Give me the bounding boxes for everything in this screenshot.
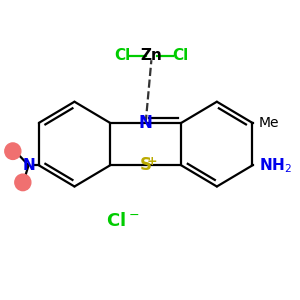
Text: Cl$^-$: Cl$^-$ bbox=[106, 212, 140, 230]
Text: Cl: Cl bbox=[115, 48, 131, 63]
Text: S: S bbox=[140, 156, 152, 174]
Text: Cl: Cl bbox=[172, 48, 188, 63]
Circle shape bbox=[15, 174, 31, 190]
Text: N: N bbox=[22, 158, 35, 173]
Circle shape bbox=[5, 143, 21, 159]
Text: NH$_2$: NH$_2$ bbox=[259, 156, 292, 175]
Text: Zn: Zn bbox=[140, 48, 162, 63]
Text: Me: Me bbox=[259, 116, 279, 130]
Text: +: + bbox=[147, 155, 157, 168]
Text: N: N bbox=[139, 114, 153, 132]
